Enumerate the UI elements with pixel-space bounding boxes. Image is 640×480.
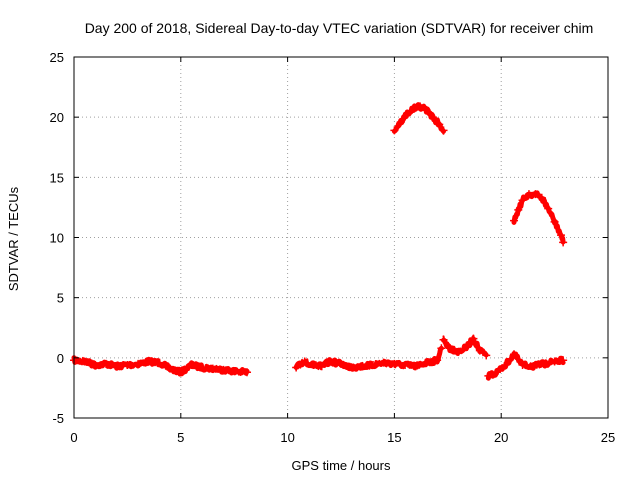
data-point	[403, 109, 412, 118]
data-point	[518, 196, 527, 205]
y-tick-label: 25	[50, 50, 64, 65]
data-point	[484, 371, 493, 380]
data-point	[445, 344, 454, 353]
data-point	[91, 361, 100, 370]
data-point	[492, 368, 501, 377]
data-point	[422, 358, 431, 367]
data-point	[559, 356, 568, 365]
data-point	[422, 105, 431, 114]
x-tick-label: 15	[387, 430, 401, 445]
data-point	[358, 362, 367, 371]
data-point	[454, 347, 463, 356]
y-tick-label: 0	[57, 351, 64, 366]
data-point	[300, 357, 309, 366]
data-point	[428, 113, 437, 122]
data-point	[510, 350, 519, 359]
x-axis-label: GPS time / hours	[292, 458, 391, 473]
data-point	[396, 117, 405, 126]
data-point	[475, 346, 484, 355]
x-tick-label: 10	[280, 430, 294, 445]
y-tick-label: -5	[52, 411, 64, 426]
data-point	[208, 364, 217, 373]
data-point	[435, 120, 444, 129]
data-point	[317, 362, 326, 371]
data-point	[155, 358, 164, 367]
data-point	[463, 343, 472, 352]
data-point	[550, 217, 559, 226]
data-point	[309, 361, 318, 370]
data-point	[557, 231, 566, 240]
y-tick-label: 20	[50, 110, 64, 125]
data-point	[144, 357, 153, 366]
data-point	[166, 364, 175, 373]
series-segment-4	[484, 350, 568, 381]
data-point	[514, 205, 523, 214]
data-point	[134, 359, 143, 368]
data-point	[401, 361, 410, 370]
series-arc-2	[510, 190, 568, 247]
data-point	[187, 361, 196, 370]
x-axis-ticks: 0 5 10 15 20 25	[70, 57, 615, 445]
data-point	[326, 357, 335, 366]
data-point	[243, 368, 252, 377]
data-point	[510, 216, 519, 225]
data-point	[176, 368, 185, 377]
data-point	[198, 363, 207, 372]
data-point	[337, 359, 345, 368]
x-tick-label: 25	[601, 430, 615, 445]
data-point	[80, 357, 89, 366]
series-band-jitter	[393, 102, 445, 135]
data-point	[219, 365, 228, 374]
y-tick-label: 10	[50, 231, 64, 246]
chart-title: Day 200 of 2018, Sidereal Day-to-day VTE…	[85, 20, 594, 36]
data-point	[409, 104, 418, 113]
data-point	[433, 356, 442, 365]
series-segment-2	[292, 344, 446, 372]
data-point	[439, 335, 448, 344]
data-point	[518, 361, 527, 370]
data-point	[501, 361, 510, 370]
data-point	[559, 238, 568, 247]
data-point	[539, 359, 548, 368]
series-arc-1	[390, 102, 448, 135]
data-point	[292, 363, 301, 372]
data-point	[482, 351, 491, 360]
x-tick-label: 20	[494, 430, 508, 445]
data-series	[70, 102, 568, 381]
series-band-jitter	[73, 356, 248, 377]
data-point	[230, 367, 239, 376]
y-tick-label: 15	[50, 170, 64, 185]
data-point	[347, 363, 356, 372]
data-point	[469, 334, 478, 343]
data-point	[123, 361, 132, 370]
data-point	[411, 362, 420, 371]
y-axis-label: SDTVAR / TECUs	[6, 186, 21, 291]
data-point	[537, 193, 546, 202]
y-axis-ticks: -5 0 5 10 15 20 25	[50, 50, 608, 426]
x-tick-label: 5	[177, 430, 184, 445]
series-segment-1	[70, 355, 252, 377]
data-point	[112, 362, 121, 371]
data-point	[439, 126, 448, 135]
data-point	[531, 190, 540, 199]
data-point	[379, 358, 388, 367]
y-tick-label: 5	[57, 291, 64, 306]
series-segment-3	[439, 334, 491, 360]
data-point	[544, 204, 553, 213]
data-point	[437, 344, 446, 353]
data-point	[550, 357, 559, 366]
data-point	[390, 126, 399, 135]
data-point	[529, 362, 538, 371]
x-tick-label: 0	[70, 430, 77, 445]
data-point	[369, 361, 378, 370]
data-point	[416, 102, 425, 111]
data-point	[390, 359, 399, 368]
data-point	[102, 359, 111, 368]
